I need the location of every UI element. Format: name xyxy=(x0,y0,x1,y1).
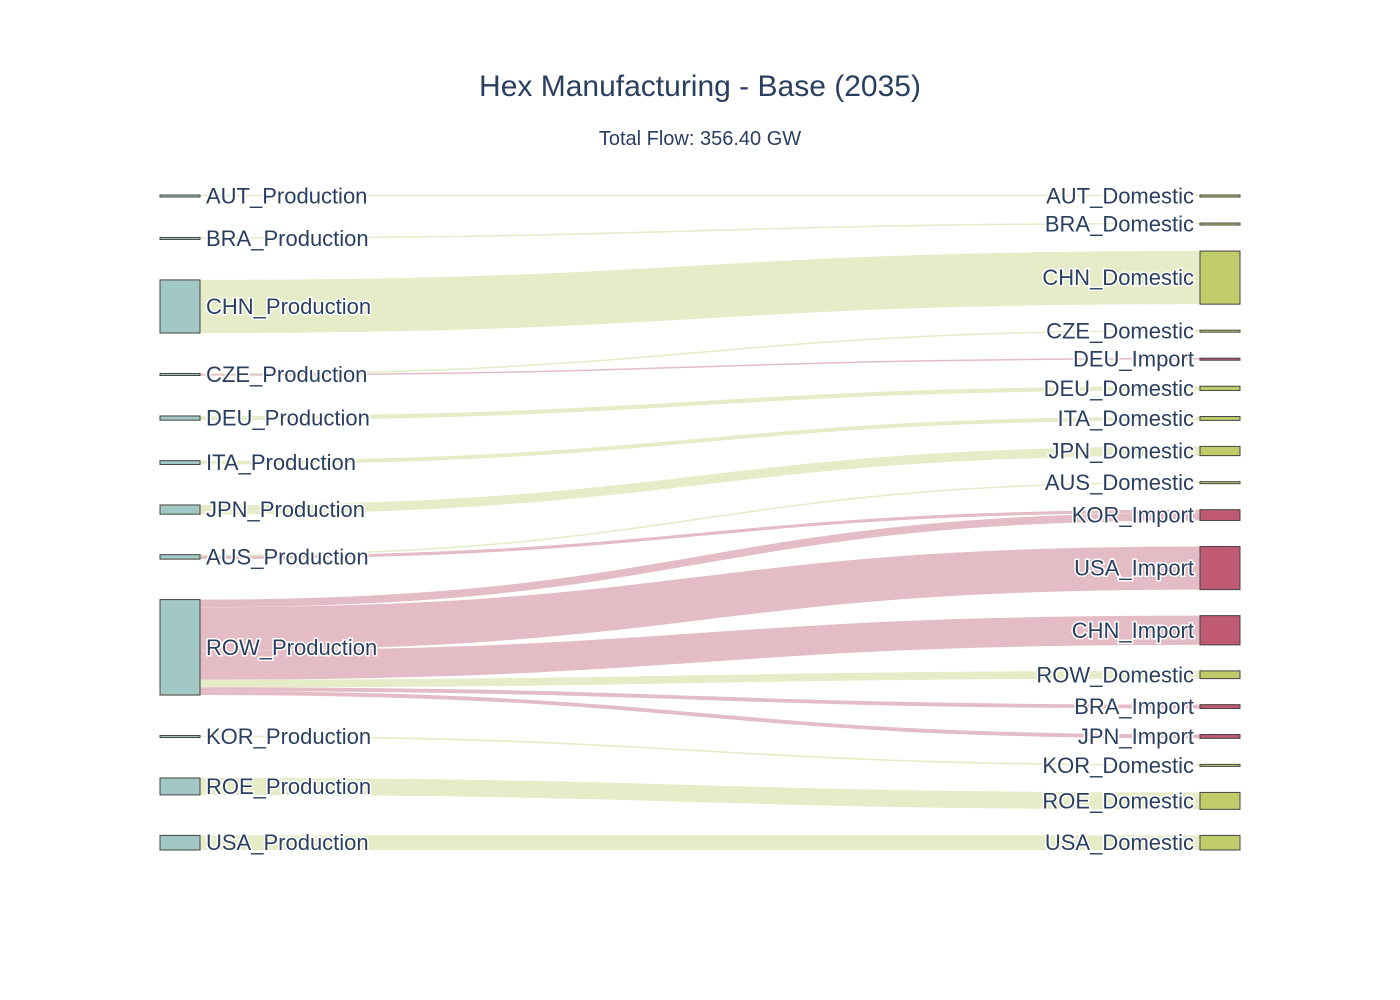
node-kor-domestic[interactable] xyxy=(1199,763,1241,767)
node-bra-import[interactable] xyxy=(1199,704,1241,709)
flow-link-row-production-to-chn-import[interactable] xyxy=(199,615,1201,680)
node-label-row-domestic: ROW_Domestic xyxy=(1036,662,1194,687)
node-label-jpn-import: JPN_Import xyxy=(1078,724,1194,749)
node-label-bra-production: BRA_Production xyxy=(206,226,369,251)
node-usa-production[interactable] xyxy=(159,834,201,851)
node-deu-production[interactable] xyxy=(159,415,201,421)
node-kor-production[interactable] xyxy=(159,735,201,739)
node-label-aus-domestic: AUS_Domestic xyxy=(1045,470,1194,495)
node-aus-production[interactable] xyxy=(159,554,201,560)
node-usa-import[interactable] xyxy=(1199,545,1241,591)
nodes-layer xyxy=(159,194,1241,851)
node-label-ita-production: ITA_Production xyxy=(206,450,356,475)
flow-link-ita-production-to-ita-domestic[interactable] xyxy=(199,416,1201,465)
flow-link-aus-production-to-aus-domestic[interactable] xyxy=(199,481,1201,557)
node-label-jpn-domestic: JPN_Domestic xyxy=(1049,439,1194,464)
node-label-kor-production: KOR_Production xyxy=(206,724,371,749)
node-label-roe-production: ROE_Production xyxy=(206,774,371,799)
node-label-usa-production: USA_Production xyxy=(206,830,369,855)
node-label-bra-import: BRA_Import xyxy=(1074,694,1194,719)
node-roe-production[interactable] xyxy=(159,777,201,796)
flow-link-jpn-production-to-jpn-domestic[interactable] xyxy=(199,446,1201,515)
node-deu-import[interactable] xyxy=(1199,357,1241,361)
node-aut-production[interactable] xyxy=(159,194,201,198)
chart-subtitle: Total Flow: 356.40 GW xyxy=(598,128,802,150)
node-kor-import[interactable] xyxy=(1199,509,1241,521)
node-bra-production[interactable] xyxy=(159,236,201,240)
flow-link-deu-production-to-deu-domestic[interactable] xyxy=(199,386,1201,421)
node-jpn-import[interactable] xyxy=(1199,734,1241,739)
flow-link-row-production-to-kor-import[interactable] xyxy=(199,512,1201,608)
flow-link-row-production-to-bra-import[interactable] xyxy=(199,687,1201,709)
node-chn-production[interactable] xyxy=(159,279,201,334)
node-label-deu-production: DEU_Production xyxy=(206,406,370,431)
node-aus-domestic[interactable] xyxy=(1199,481,1241,485)
node-label-deu-domestic: DEU_Domestic xyxy=(1044,376,1194,401)
links-layer xyxy=(199,194,1201,851)
node-deu-domestic[interactable] xyxy=(1199,385,1241,391)
node-jpn-domestic[interactable] xyxy=(1199,445,1241,457)
node-label-aut-domestic: AUT_Domestic xyxy=(1046,184,1194,209)
chart-title: Hex Manufacturing - Base (2035) xyxy=(479,70,921,103)
flow-link-row-production-to-usa-import[interactable] xyxy=(199,546,1201,651)
flow-link-bra-production-to-bra-domestic[interactable] xyxy=(199,222,1201,239)
node-label-row-production: ROW_Production xyxy=(206,635,377,660)
node-label-deu-import: DEU_Import xyxy=(1073,347,1194,372)
node-label-ita-domestic: ITA_Domestic xyxy=(1057,406,1194,431)
node-label-kor-domestic: KOR_Domestic xyxy=(1042,753,1194,778)
node-aut-domestic[interactable] xyxy=(1199,194,1241,198)
node-label-cze-production: CZE_Production xyxy=(206,362,367,387)
flow-link-cze-production-to-deu-import[interactable] xyxy=(199,357,1201,376)
node-label-bra-domestic: BRA_Domestic xyxy=(1045,212,1194,237)
node-label-chn-import: CHN_Import xyxy=(1072,618,1194,643)
node-chn-import[interactable] xyxy=(1199,615,1241,646)
flow-link-aus-production-to-kor-import[interactable] xyxy=(199,509,1201,560)
node-label-usa-import: USA_Import xyxy=(1074,556,1194,581)
node-ita-domestic[interactable] xyxy=(1199,416,1241,421)
node-row-production[interactable] xyxy=(159,599,201,696)
node-label-aut-production: AUT_Production xyxy=(206,184,367,209)
flow-link-row-production-to-jpn-import[interactable] xyxy=(199,691,1201,739)
flow-link-roe-production-to-roe-domestic[interactable] xyxy=(199,777,1201,810)
node-label-jpn-production: JPN_Production xyxy=(206,497,365,522)
node-row-domestic[interactable] xyxy=(1199,670,1241,680)
node-label-usa-domestic: USA_Domestic xyxy=(1045,830,1194,855)
node-roe-domestic[interactable] xyxy=(1199,791,1241,810)
node-cze-production[interactable] xyxy=(159,373,201,377)
flow-link-row-production-to-row-domestic[interactable] xyxy=(199,670,1201,688)
flow-link-kor-production-to-kor-domestic[interactable] xyxy=(199,735,1201,766)
node-label-cze-domestic: CZE_Domestic xyxy=(1046,319,1194,344)
node-label-kor-import: KOR_Import xyxy=(1072,503,1194,528)
node-label-roe-domestic: ROE_Domestic xyxy=(1042,788,1194,813)
node-label-aus-production: AUS_Production xyxy=(206,544,369,569)
flow-link-cze-production-to-cze-domestic[interactable] xyxy=(199,329,1201,375)
node-jpn-production[interactable] xyxy=(159,504,201,515)
flow-link-chn-production-to-chn-domestic[interactable] xyxy=(199,251,1201,334)
node-cze-domestic[interactable] xyxy=(1199,329,1241,333)
node-ita-production[interactable] xyxy=(159,460,201,466)
node-usa-domestic[interactable] xyxy=(1199,834,1241,851)
node-chn-domestic[interactable] xyxy=(1199,250,1241,305)
node-bra-domestic[interactable] xyxy=(1199,222,1241,226)
node-label-chn-production: CHN_Production xyxy=(206,294,371,319)
labels-layer: AUT_Production BRA_Production CHN_Producti… xyxy=(205,182,1196,857)
node-label-chn-domestic: CHN_Domestic xyxy=(1042,265,1194,290)
